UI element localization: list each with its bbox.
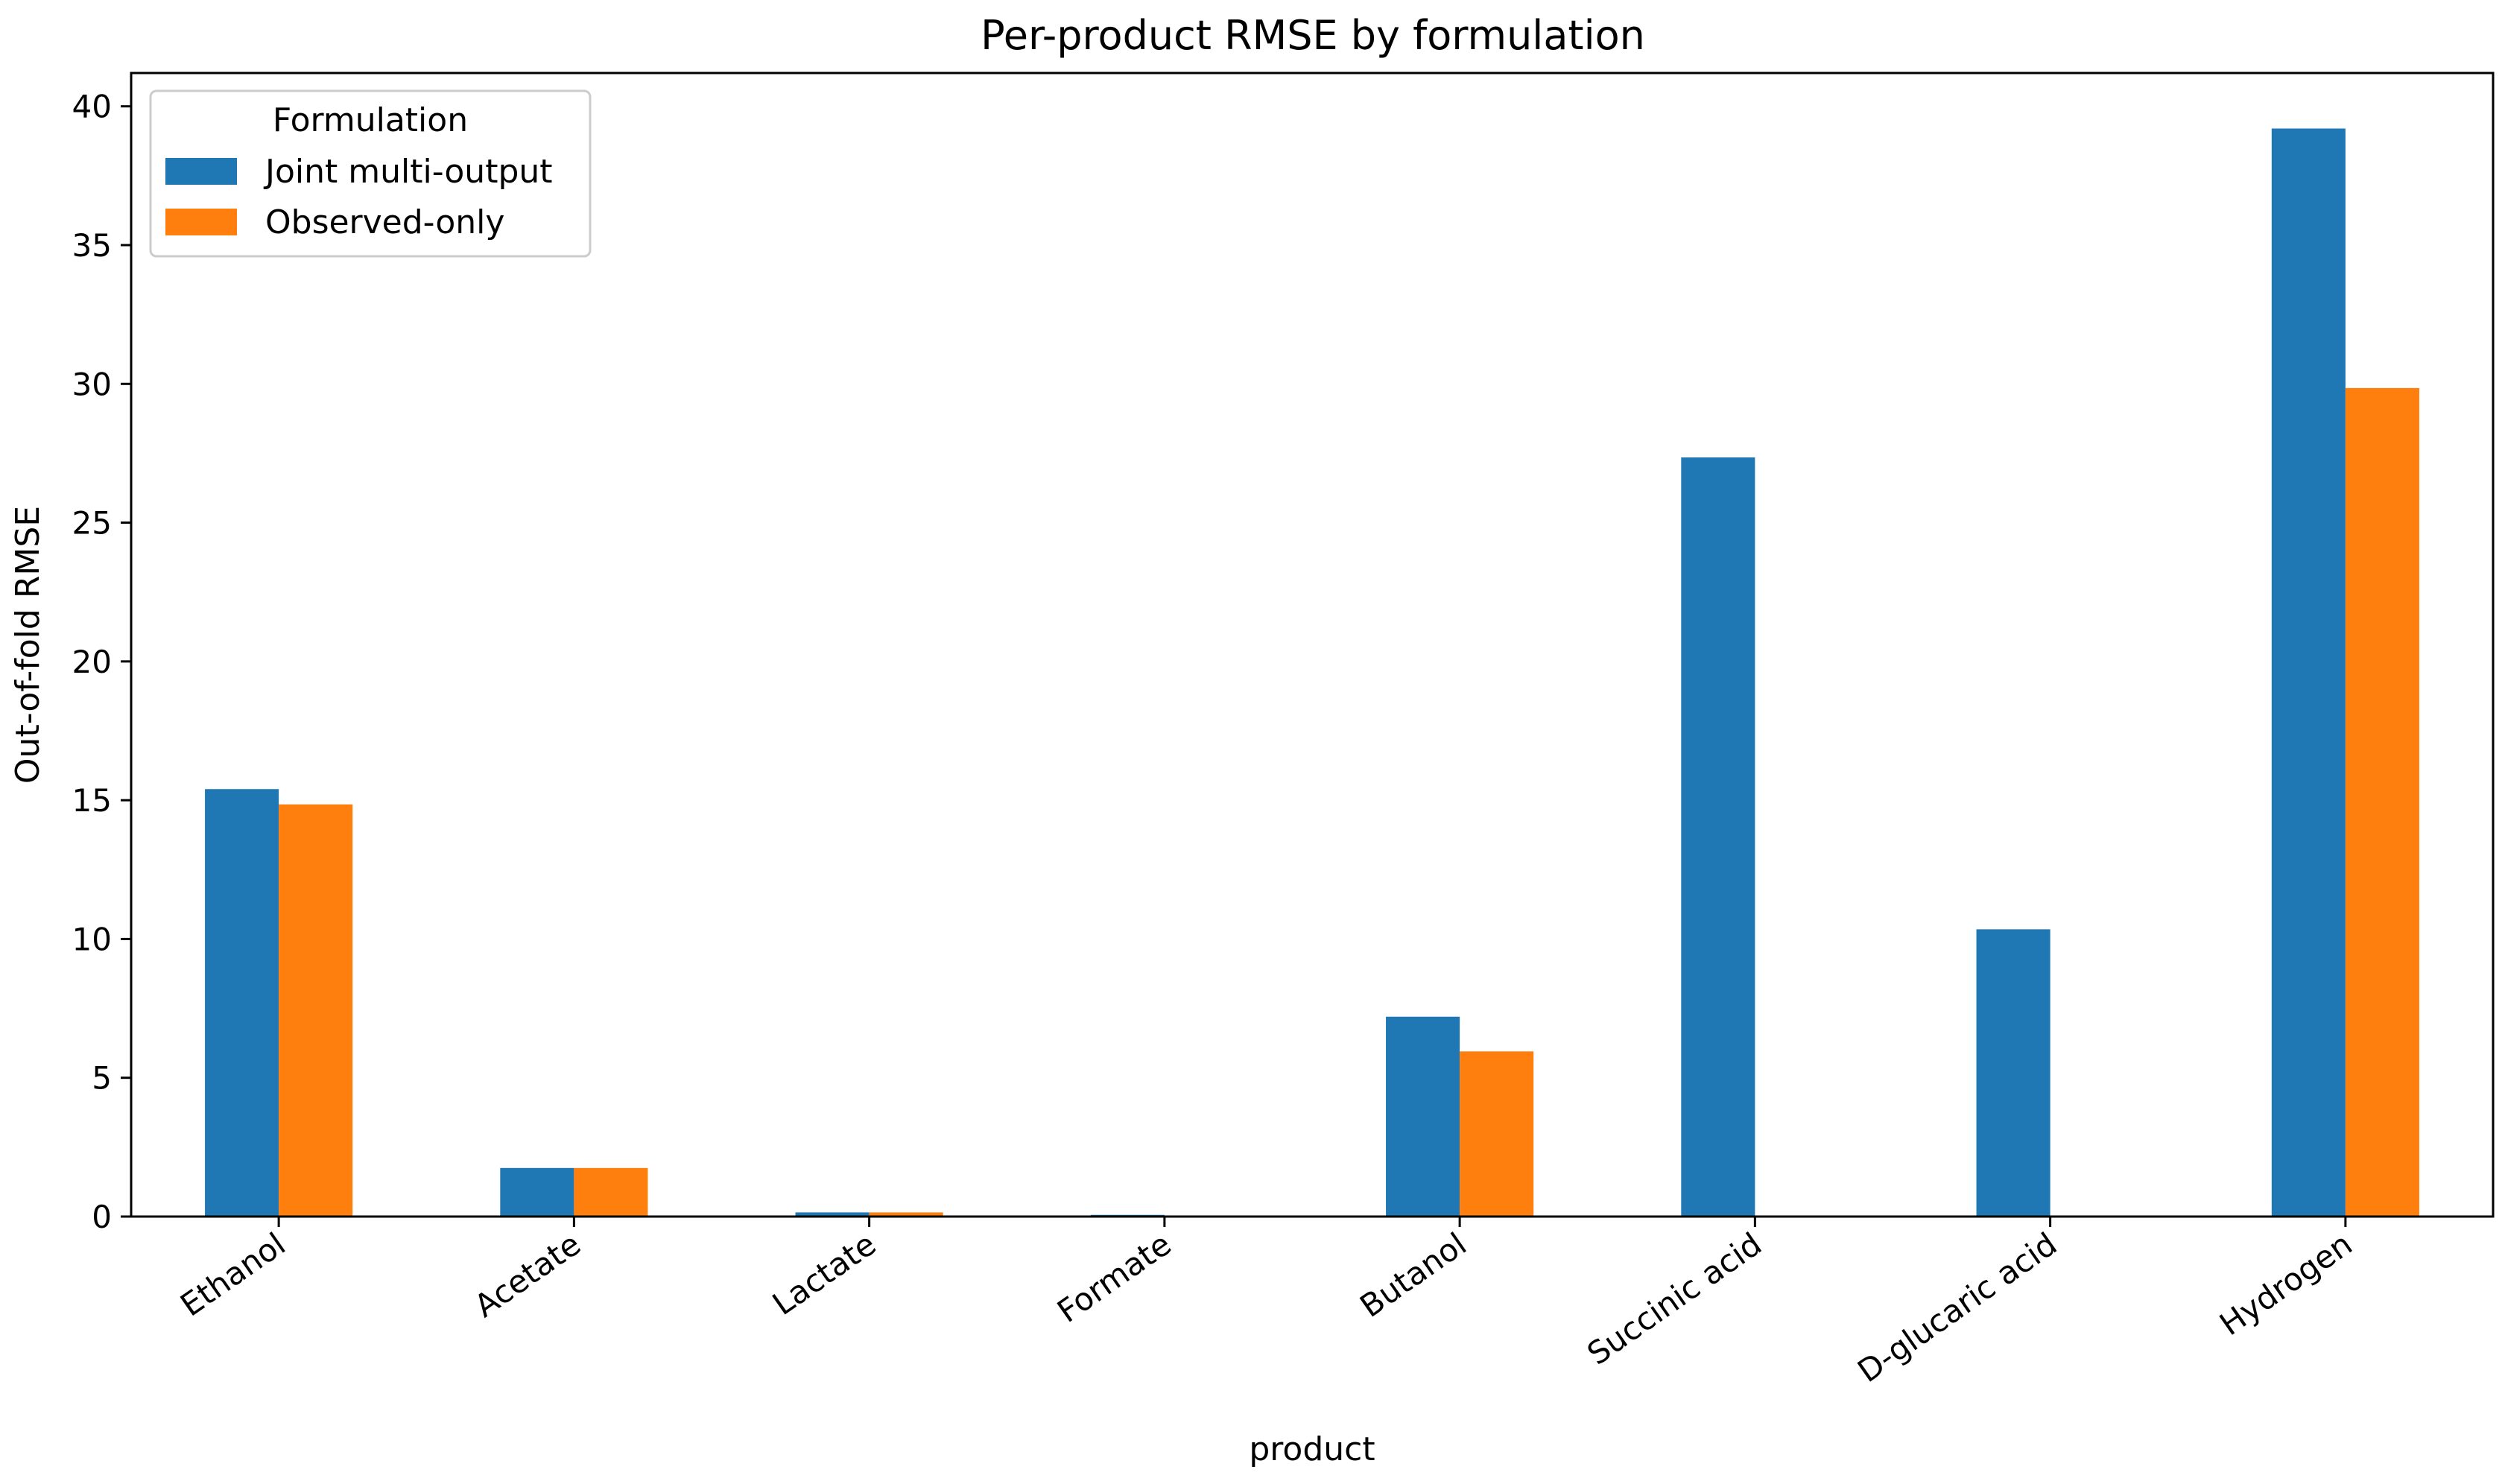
y-tick-label: 5 — [92, 1060, 112, 1097]
y-tick-label: 40 — [72, 89, 112, 125]
y-tick-label: 15 — [72, 782, 112, 819]
bar-observed-hydrogen — [2345, 387, 2419, 1217]
bar-joint-butanol — [1386, 1016, 1460, 1217]
y-tick-label: 0 — [92, 1199, 112, 1235]
bar-joint-succinic-acid — [1681, 457, 1755, 1217]
y-tick-label: 20 — [72, 644, 112, 680]
bar-observed-lactate — [869, 1212, 943, 1217]
y-tick-label: 30 — [72, 366, 112, 402]
legend-label: Joint multi-output — [263, 153, 553, 191]
x-tick-label: Hydrogen — [2213, 1225, 2358, 1342]
x-tick-label: Lactate — [766, 1225, 883, 1322]
bar-joint-lactate — [795, 1212, 870, 1217]
bar-joint-hydrogen — [2271, 128, 2346, 1217]
legend-items: Joint multi-output Observed-only — [165, 153, 553, 241]
bar-joint-acetate — [500, 1167, 574, 1217]
x-tick-label: Succinic acid — [1580, 1225, 1768, 1372]
x-tick-label: Acetate — [468, 1225, 587, 1325]
x-axis-label: product — [1249, 1430, 1375, 1468]
bar-observed-butanol — [1460, 1051, 1534, 1217]
x-tick-label: D-glucaric acid — [1851, 1225, 2063, 1389]
legend-title: Formulation — [273, 101, 468, 139]
y-tick-label: 10 — [72, 921, 112, 957]
x-tick-label: Ethanol — [174, 1225, 292, 1324]
legend-swatch — [165, 158, 237, 185]
bars — [205, 128, 2419, 1217]
legend: Formulation Joint multi-output Observed-o… — [149, 89, 592, 258]
y-tick-label: 35 — [72, 227, 112, 264]
legend-box — [149, 89, 592, 258]
x-tick-label: Butanol — [1353, 1225, 1473, 1325]
bar-joint-ethanol — [205, 789, 279, 1217]
x-tick-label: Formate — [1051, 1225, 1178, 1330]
y-axis-ticks: 0 5 10 15 20 25 30 35 40 — [72, 89, 131, 1235]
y-axis-label: Out-of-fold RMSE — [9, 506, 47, 784]
bar-observed-ethanol — [279, 804, 353, 1217]
y-tick-label: 25 — [72, 505, 112, 542]
chart-title: Per-product RMSE by formulation — [981, 12, 1645, 59]
bar-observed-acetate — [574, 1167, 648, 1217]
legend-swatch — [165, 209, 237, 235]
bar-joint-d-glucaric-acid — [1976, 929, 2050, 1217]
legend-label: Observed-only — [265, 203, 504, 241]
plot-frame — [130, 72, 2495, 1218]
x-axis-ticks: Ethanol Acetate Lactate Formate Butanol Succi… — [174, 1217, 2359, 1389]
